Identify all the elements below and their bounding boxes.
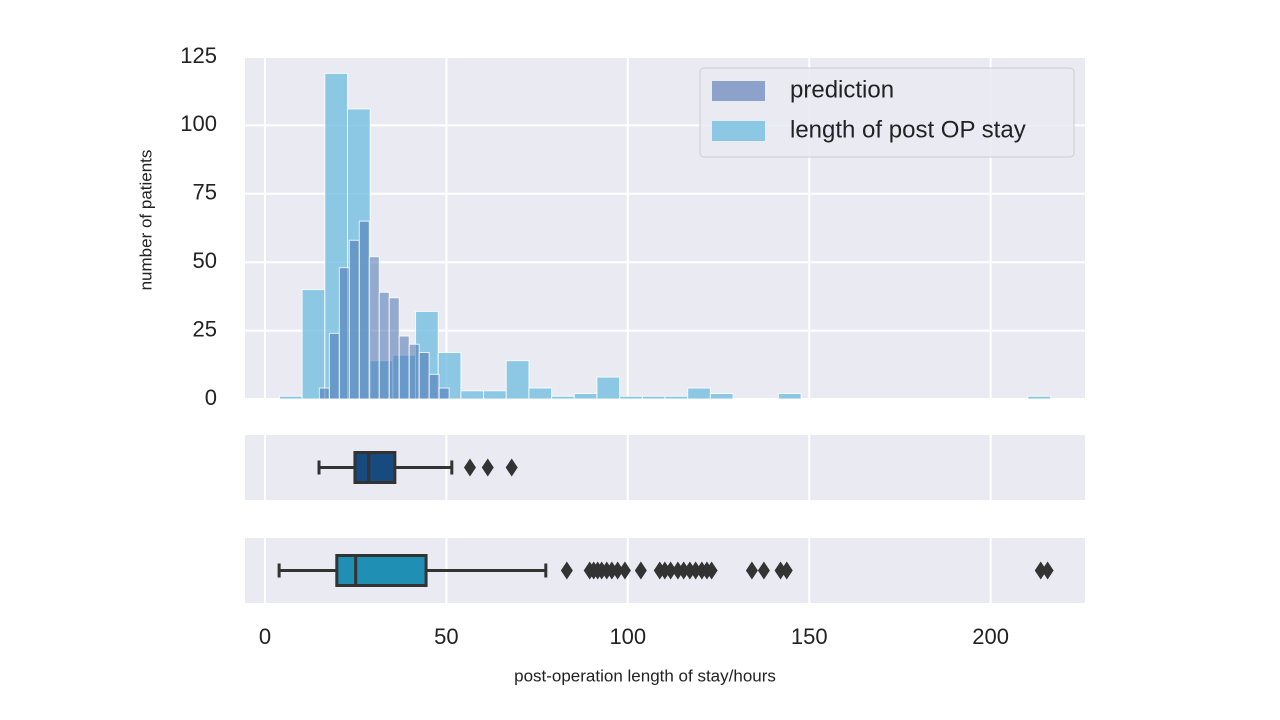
- histogram-bar: [318, 387, 330, 400]
- histogram-bar: [358, 220, 370, 400]
- histogram-bar: [348, 239, 360, 400]
- histogram-bar: [460, 390, 485, 400]
- outlier: [774, 561, 787, 580]
- legend-swatch: [712, 81, 765, 101]
- histogram-bar: [641, 395, 666, 400]
- y-axis-label: number of patients: [136, 150, 155, 291]
- outlier: [689, 561, 702, 580]
- histogram-bar: [408, 343, 420, 400]
- outlier: [745, 561, 758, 580]
- legend-box: [699, 67, 1075, 158]
- histogram-bar: [1027, 395, 1052, 400]
- x-tick-label: 100: [609, 624, 646, 649]
- histogram-bar: [619, 395, 643, 400]
- x-axis-label: post-operation length of stay/hours: [514, 666, 776, 685]
- histogram-bar: [388, 297, 400, 400]
- outlier: [634, 561, 647, 580]
- outlier: [677, 561, 690, 580]
- y-tick-label: 75: [193, 180, 217, 205]
- outlier: [463, 458, 476, 477]
- histogram-bar: [551, 395, 575, 400]
- outlier: [1034, 561, 1047, 580]
- histogram-bar: [368, 256, 380, 400]
- outlier: [664, 561, 677, 580]
- histogram-bar: [596, 376, 621, 400]
- histogram-bar: [573, 393, 598, 400]
- histogram-bar: [528, 387, 553, 400]
- y-tick-label: 50: [193, 248, 217, 273]
- histogram-bar: [438, 387, 450, 400]
- outlier: [757, 561, 770, 580]
- histogram-bar: [328, 332, 340, 400]
- legend-label: prediction: [790, 76, 894, 103]
- outlier: [560, 561, 573, 580]
- y-tick-label: 0: [205, 385, 217, 410]
- legend-label: length of post OP stay: [790, 116, 1026, 143]
- y-tick-label: 25: [193, 316, 217, 341]
- histogram-bar: [687, 387, 711, 400]
- outlier: [705, 561, 718, 580]
- x-tick-label: 0: [259, 624, 271, 649]
- histogram-bar: [777, 393, 802, 400]
- histogram-bar: [278, 395, 303, 400]
- y-tick-label: 100: [180, 111, 217, 136]
- outlier: [1041, 561, 1054, 580]
- outlier: [618, 561, 631, 580]
- histogram-bar: [483, 390, 507, 400]
- histogram-bar: [709, 393, 734, 400]
- legend-swatch: [712, 121, 765, 141]
- histogram-bar: [378, 291, 390, 400]
- histogram-bar: [664, 395, 689, 400]
- outlier: [780, 561, 793, 580]
- outlier: [505, 458, 518, 477]
- x-tick-label: 50: [434, 624, 458, 649]
- outlier: [611, 561, 624, 580]
- histogram-bar: [428, 373, 440, 400]
- histogram-bar: [301, 289, 326, 400]
- y-tick-label: 125: [180, 43, 217, 68]
- outlier: [481, 458, 494, 477]
- histogram-bar: [338, 267, 350, 400]
- x-tick-label: 200: [972, 624, 1009, 649]
- box: [353, 451, 397, 484]
- histogram-bar: [418, 351, 430, 400]
- histogram-bar: [398, 335, 410, 400]
- histogram-bar: [505, 360, 530, 400]
- box: [335, 554, 428, 587]
- x-tick-label: 150: [791, 624, 828, 649]
